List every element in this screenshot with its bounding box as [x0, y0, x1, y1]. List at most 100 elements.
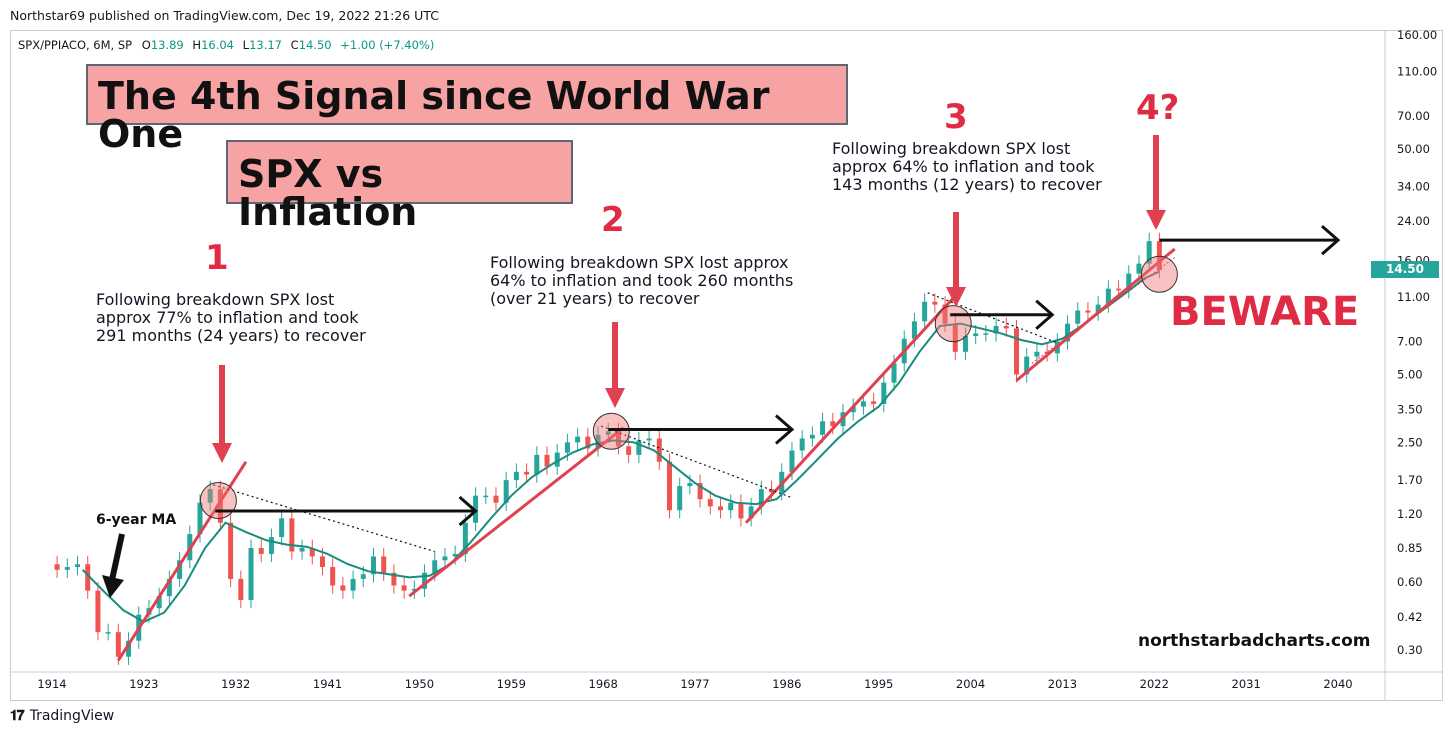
candle-body: [789, 450, 795, 472]
breakdown-circle: [592, 412, 630, 450]
symbol-legend: SPX/PPIACO, 6M, SP O13.89 H16.04 L13.17 …: [18, 38, 434, 52]
candle-body: [1105, 288, 1111, 305]
candle-body: [360, 574, 366, 579]
chart-frame: [10, 30, 1443, 701]
last-price-label: 14.50: [1371, 261, 1439, 278]
signal-2-arrow-head: [605, 388, 625, 408]
tradingview-logo[interactable]: 𝟏𝟕 TradingView: [10, 708, 114, 724]
candle-body: [248, 547, 254, 600]
candle-body: [666, 461, 672, 511]
candle-body: [687, 483, 693, 487]
chart-subtitle-banner: SPX vs Inflation: [226, 140, 573, 231]
moving-average-line: [81, 270, 1160, 623]
candle-body: [228, 522, 234, 579]
x-tick-label: 1959: [497, 677, 526, 691]
high-label: H: [192, 38, 202, 52]
x-tick-label: 1995: [864, 677, 893, 691]
ma-pointer-arrow-head: [102, 575, 124, 598]
candle-body: [769, 489, 775, 493]
candle-body: [554, 452, 560, 467]
x-tick-label: 2004: [956, 677, 985, 691]
candle-body: [126, 640, 132, 657]
y-tick-label: 0.60: [1397, 575, 1423, 589]
y-tick-label: 50.00: [1397, 142, 1430, 156]
hold-arrow-2-head: [774, 414, 795, 445]
candle-body: [85, 564, 91, 591]
candle-body: [748, 506, 754, 519]
candle-body: [1146, 241, 1152, 264]
candle-body: [922, 301, 928, 322]
candle-body: [1136, 263, 1142, 274]
candle-body: [534, 454, 540, 475]
open-label: O: [141, 38, 151, 52]
hold-arrow-4-head: [1321, 225, 1341, 256]
candle-body: [411, 588, 417, 591]
support-trendline: [1015, 247, 1176, 382]
breakdown-line: [600, 425, 793, 499]
y-tick-label: 160.00: [1397, 28, 1437, 42]
candle-body: [54, 564, 60, 570]
y-tick-label: 70.00: [1397, 109, 1430, 123]
candle-body: [197, 502, 203, 535]
signal-2-number: 2: [601, 200, 625, 240]
x-tick-label: 1923: [129, 677, 158, 691]
candle-body: [891, 363, 897, 383]
y-tick-label: 7.00: [1397, 334, 1423, 348]
candle-body: [575, 436, 581, 443]
hold-arrow-3-head: [1035, 299, 1055, 330]
candle-body: [728, 502, 734, 511]
candle-body: [238, 578, 244, 600]
hold-arrow-1-head: [458, 495, 478, 527]
breakdown-line: [213, 484, 435, 553]
ma-pointer-arrow: [109, 533, 125, 581]
y-tick-label: 110.00: [1397, 65, 1437, 79]
candle-body: [799, 438, 805, 451]
close-label: C: [290, 38, 299, 52]
candle-body: [595, 434, 601, 449]
candle-body: [105, 632, 111, 634]
candle-body: [1075, 310, 1081, 324]
candle-body: [973, 333, 979, 337]
signal-3-note: Following breakdown SPX lost approx 64% …: [832, 139, 1102, 194]
candle-body: [524, 471, 530, 475]
breakdown-circle: [934, 305, 972, 343]
candle-body: [1044, 351, 1050, 354]
candle-body: [585, 436, 591, 449]
candle-body: [493, 495, 499, 503]
candle-body: [820, 421, 826, 435]
signal-1-number: 1: [205, 238, 229, 278]
candle-body: [942, 304, 948, 324]
change-value: +1.00 (+7.40%): [340, 38, 435, 52]
candle-body: [1156, 241, 1162, 271]
signal-4-number: 4?: [1136, 88, 1180, 128]
candle-body: [646, 438, 652, 441]
candle-body: [993, 325, 999, 334]
candle-body: [1024, 356, 1030, 375]
x-tick-label: 1932: [221, 677, 250, 691]
candle-body: [95, 590, 101, 633]
candle-body: [401, 585, 407, 591]
candle-body: [64, 567, 70, 570]
candle-body: [718, 506, 724, 511]
candle-body: [452, 553, 458, 557]
candle-body: [544, 454, 550, 467]
low-label: L: [242, 38, 250, 52]
y-tick-label: 11.00: [1397, 290, 1430, 304]
candle-body: [564, 442, 570, 453]
candle-body: [881, 382, 887, 404]
candle-body: [1126, 273, 1132, 291]
candle-body: [115, 632, 121, 657]
candle-body: [636, 440, 642, 455]
candle-body: [513, 471, 519, 481]
x-tick-label: 2031: [1232, 677, 1261, 691]
y-tick-label: 34.00: [1397, 180, 1430, 194]
ma-label: 6-year MA: [96, 512, 177, 528]
candle-body: [330, 567, 336, 586]
candle-body: [1014, 328, 1019, 375]
candle-body: [605, 431, 611, 435]
site-label: northstarbadcharts.com: [1138, 631, 1371, 651]
candle-body: [442, 556, 448, 561]
candle-body: [350, 578, 356, 591]
support-trendline: [408, 426, 625, 598]
